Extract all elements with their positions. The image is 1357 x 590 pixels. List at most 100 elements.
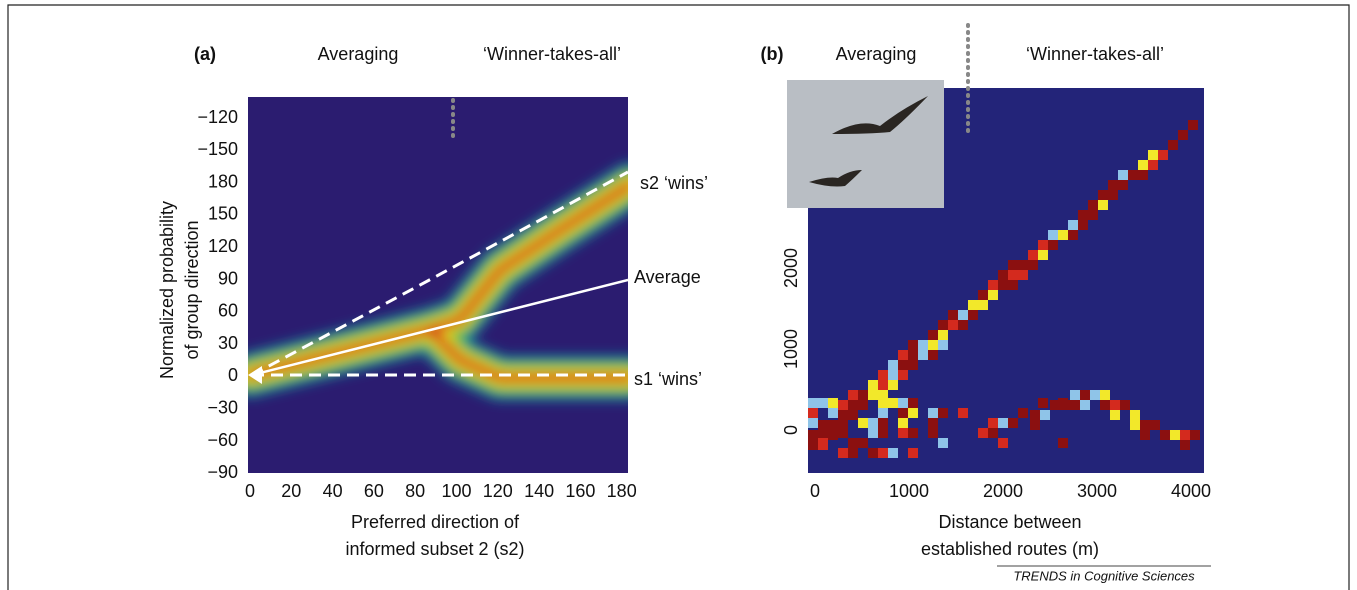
cell xyxy=(1128,170,1138,180)
x-axis-label: informed subset 2 (s2) xyxy=(345,539,524,559)
y-tick-label: −60 xyxy=(207,430,238,450)
cell xyxy=(818,440,828,450)
y-tick-label: 30 xyxy=(218,333,238,353)
x-tick-label: 80 xyxy=(405,481,425,501)
cell xyxy=(968,310,978,320)
cell xyxy=(978,428,988,438)
cell xyxy=(1068,220,1078,230)
cell xyxy=(1110,410,1120,420)
cell xyxy=(908,398,918,408)
cell xyxy=(858,438,868,448)
cell xyxy=(878,398,888,408)
cell xyxy=(1108,180,1118,190)
cell xyxy=(1088,200,1098,210)
cell xyxy=(1030,410,1040,420)
cell xyxy=(858,400,868,410)
cell xyxy=(1068,230,1078,240)
x-tick-label: 40 xyxy=(323,481,343,501)
cell xyxy=(898,408,908,418)
cell xyxy=(1160,430,1170,440)
y-axis-label: Normalized probability xyxy=(157,201,177,379)
annotation: s1 ‘wins’ xyxy=(634,369,702,389)
cell xyxy=(1038,250,1048,260)
cell xyxy=(938,320,948,330)
cell xyxy=(938,438,948,448)
cell xyxy=(928,340,938,350)
cell xyxy=(848,408,858,418)
cell xyxy=(1048,230,1058,240)
cell xyxy=(878,370,888,380)
cell xyxy=(1158,150,1168,160)
cell xyxy=(1018,408,1028,418)
x-tick-label: 4000 xyxy=(1171,481,1211,501)
x-tick-label: 0 xyxy=(810,481,820,501)
cell xyxy=(848,448,858,458)
cell xyxy=(928,408,938,418)
cell xyxy=(868,390,878,400)
region-label: Averaging xyxy=(836,44,917,64)
cell xyxy=(958,310,968,320)
cell xyxy=(1078,220,1088,230)
annotation: s2 ‘wins’ xyxy=(640,173,708,193)
cell xyxy=(1008,260,1018,270)
cell xyxy=(1070,390,1080,400)
cell xyxy=(878,418,888,428)
y-tick-label: 150 xyxy=(208,204,238,224)
cell xyxy=(888,370,898,380)
cell xyxy=(898,418,908,428)
cell xyxy=(1130,420,1140,430)
region-label: ‘Winner-takes-all’ xyxy=(483,44,621,64)
cell xyxy=(848,400,858,410)
cell xyxy=(908,360,918,370)
y-axis-label: of group direction xyxy=(182,220,202,359)
x-axis-label: Preferred direction of xyxy=(351,512,520,532)
cell xyxy=(1058,230,1068,240)
cell xyxy=(1088,210,1098,220)
cell xyxy=(1190,430,1200,440)
panel-label: (a) xyxy=(194,44,216,64)
cell xyxy=(1018,260,1028,270)
y-tick-label: 2000 xyxy=(781,248,801,288)
cell xyxy=(828,420,838,430)
cell xyxy=(848,390,858,400)
cell xyxy=(1120,400,1130,410)
cell xyxy=(978,300,988,310)
cell xyxy=(878,390,888,400)
cell xyxy=(908,448,918,458)
cell xyxy=(928,418,938,428)
region-label: ‘Winner-takes-all’ xyxy=(1026,44,1164,64)
cell xyxy=(838,420,848,430)
cell xyxy=(1048,240,1058,250)
cell xyxy=(928,350,938,360)
cell xyxy=(918,350,928,360)
cell xyxy=(1130,410,1140,420)
cell xyxy=(1188,120,1198,130)
x-tick-label: 1000 xyxy=(889,481,929,501)
region-label: Averaging xyxy=(318,44,399,64)
cell xyxy=(1008,270,1018,280)
cell xyxy=(868,380,878,390)
x-tick-label: 180 xyxy=(607,481,637,501)
cell xyxy=(1140,420,1150,430)
cell xyxy=(878,408,888,418)
y-tick-label: −150 xyxy=(197,139,238,159)
x-tick-label: 100 xyxy=(441,481,471,501)
cell xyxy=(1040,410,1050,420)
x-tick-label: 60 xyxy=(364,481,384,501)
cell xyxy=(828,398,838,408)
cell xyxy=(978,290,988,300)
cell xyxy=(948,320,958,330)
cell xyxy=(1070,400,1080,410)
cell xyxy=(898,398,908,408)
cell xyxy=(998,418,1008,428)
x-axis-label: established routes (m) xyxy=(921,539,1099,559)
cell xyxy=(818,428,828,438)
cell xyxy=(1148,150,1158,160)
cell xyxy=(998,270,1008,280)
cell xyxy=(1170,430,1180,440)
cell xyxy=(868,418,878,428)
y-tick-label: 90 xyxy=(218,268,238,288)
cell xyxy=(1028,250,1038,260)
x-tick-label: 20 xyxy=(281,481,301,501)
cell xyxy=(888,448,898,458)
